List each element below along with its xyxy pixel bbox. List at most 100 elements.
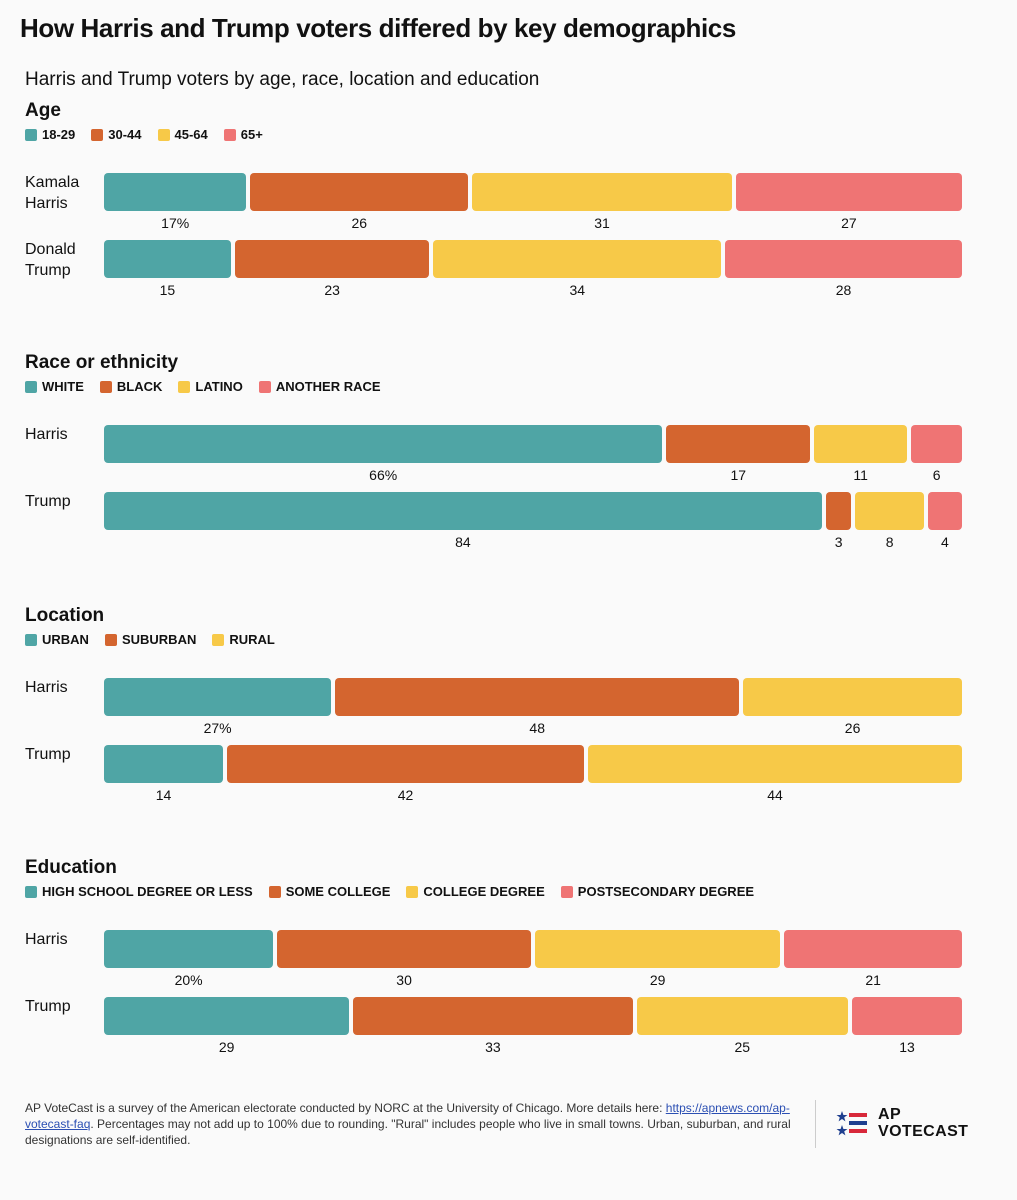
legend-item: BLACK <box>99 379 163 394</box>
row-label-line: Donald <box>25 241 76 258</box>
bar-segment <box>725 240 962 278</box>
stacked-bar <box>104 425 962 463</box>
legend-swatch <box>25 380 37 393</box>
bar-segment <box>104 745 223 783</box>
legend-item: SUBURBAN <box>104 632 196 647</box>
bar-segment <box>472 173 732 211</box>
row-label-line: Trump <box>25 262 71 279</box>
footer-text-after: . Percentages may not add up to 100% due… <box>25 1117 791 1147</box>
data-label: 17% <box>161 215 190 231</box>
data-label: 13 <box>899 1039 915 1055</box>
legend-swatch <box>104 633 117 646</box>
value-labels: 66% 17 11 6 <box>104 467 962 485</box>
legend-label: 30-44 <box>108 127 142 142</box>
bar-segment <box>104 930 274 968</box>
chart-title: How Harris and Trump voters differed by … <box>20 13 736 43</box>
legend-swatch <box>178 380 191 393</box>
bar-segment <box>666 425 811 463</box>
legend-item: RURAL <box>212 632 275 647</box>
bar-segment <box>927 492 962 530</box>
chart-subtitle: Harris and Trump voters by age, race, lo… <box>25 69 540 90</box>
section-title: Race or ethnicity <box>25 352 179 373</box>
data-label: 34 <box>569 282 586 298</box>
legend-item: POSTSECONDARY DEGREE <box>560 884 754 899</box>
section-title: Age <box>25 100 61 121</box>
legend: WHITE BLACK LATINO ANOTHER RACE <box>25 379 397 394</box>
legend-label: 65+ <box>240 127 263 142</box>
row-label-line: Harris <box>25 195 68 212</box>
stacked-bar <box>104 997 962 1035</box>
bar-segment <box>353 997 633 1035</box>
stacked-bar <box>104 492 962 530</box>
section-title: Education <box>25 857 117 878</box>
bar-segment <box>433 240 722 278</box>
footer-note: AP VoteCast is a survey of the American … <box>25 1100 797 1148</box>
legend-swatch <box>25 128 37 141</box>
bar-segment <box>588 745 962 783</box>
row-label-line: Harris <box>25 426 68 443</box>
section-title: Location <box>25 605 105 626</box>
logo-line-votecast: VOTECAST <box>878 1123 969 1140</box>
row-label: Harris <box>25 929 68 950</box>
legend: HIGH SCHOOL DEGREE OR LESS SOME COLLEGE CO… <box>25 884 770 899</box>
data-label: 15 <box>159 282 176 298</box>
data-label: 30 <box>396 972 412 988</box>
data-label: 44 <box>767 787 783 803</box>
value-labels: 29 33 25 13 <box>104 1039 962 1057</box>
legend-swatch <box>406 885 419 898</box>
legend-label: WHITE <box>42 379 84 394</box>
legend-item: HIGH SCHOOL DEGREE OR LESS <box>25 884 253 899</box>
legend-label: LATINO <box>195 379 243 394</box>
data-label: 14 <box>155 787 172 803</box>
data-label: 27 <box>841 215 857 231</box>
legend-swatch <box>560 885 573 898</box>
row-label-line: Harris <box>25 931 68 948</box>
legend-swatch <box>99 380 112 393</box>
bar-segment <box>104 492 822 530</box>
data-label: 25 <box>734 1039 751 1055</box>
data-label: 84 <box>455 534 471 550</box>
logo-text: AP VOTECAST <box>878 1106 968 1140</box>
footer-link[interactable]: https://apnews.com/ap-votecast-faq <box>25 1101 790 1131</box>
data-label: 48 <box>529 720 545 736</box>
value-labels: 27% 48 26 <box>104 720 962 738</box>
bar-segment <box>104 997 350 1035</box>
bar-segment <box>911 425 962 463</box>
legend: 18-29 30-44 45-64 65+ <box>25 127 279 142</box>
legend-item: 18-29 <box>25 127 75 142</box>
stacked-bar <box>104 240 962 278</box>
data-label: 8 <box>885 534 894 550</box>
legend-item: URBAN <box>25 632 89 647</box>
data-label: 29 <box>649 972 666 988</box>
legend-label: ANOTHER RACE <box>275 379 381 394</box>
data-label: 17 <box>730 467 747 483</box>
stacked-bar <box>104 745 962 783</box>
footer-text-before: AP VoteCast is a survey of the American … <box>25 1101 666 1115</box>
data-label: 29 <box>218 1039 235 1055</box>
bar-segment <box>277 930 531 968</box>
value-labels: 15 23 34 28 <box>104 282 962 300</box>
legend-swatch <box>212 633 225 646</box>
bar-segment <box>250 173 469 211</box>
data-label: 28 <box>835 282 852 298</box>
legend-swatch <box>258 380 271 393</box>
bar-segment <box>104 425 663 463</box>
legend-swatch <box>25 633 37 646</box>
logo-line-ap: AP <box>878 1106 902 1123</box>
bar-segment <box>784 930 962 968</box>
bar-segment <box>735 173 962 211</box>
value-labels: 14 42 44 <box>104 787 962 805</box>
data-label: 6 <box>932 467 941 483</box>
footer-divider <box>815 1100 816 1148</box>
legend-item: 30-44 <box>91 127 142 142</box>
bar-segment <box>825 492 852 530</box>
legend-swatch <box>157 128 170 141</box>
legend-label: HIGH SCHOOL DEGREE OR LESS <box>42 884 253 899</box>
legend-label: BLACK <box>116 379 163 394</box>
legend-swatch <box>268 885 281 898</box>
legend: URBAN SUBURBAN RURAL <box>25 632 291 647</box>
legend-label: RURAL <box>229 632 275 647</box>
legend-label: URBAN <box>42 632 89 647</box>
bar-segment <box>636 997 849 1035</box>
bar-segment <box>104 678 332 716</box>
